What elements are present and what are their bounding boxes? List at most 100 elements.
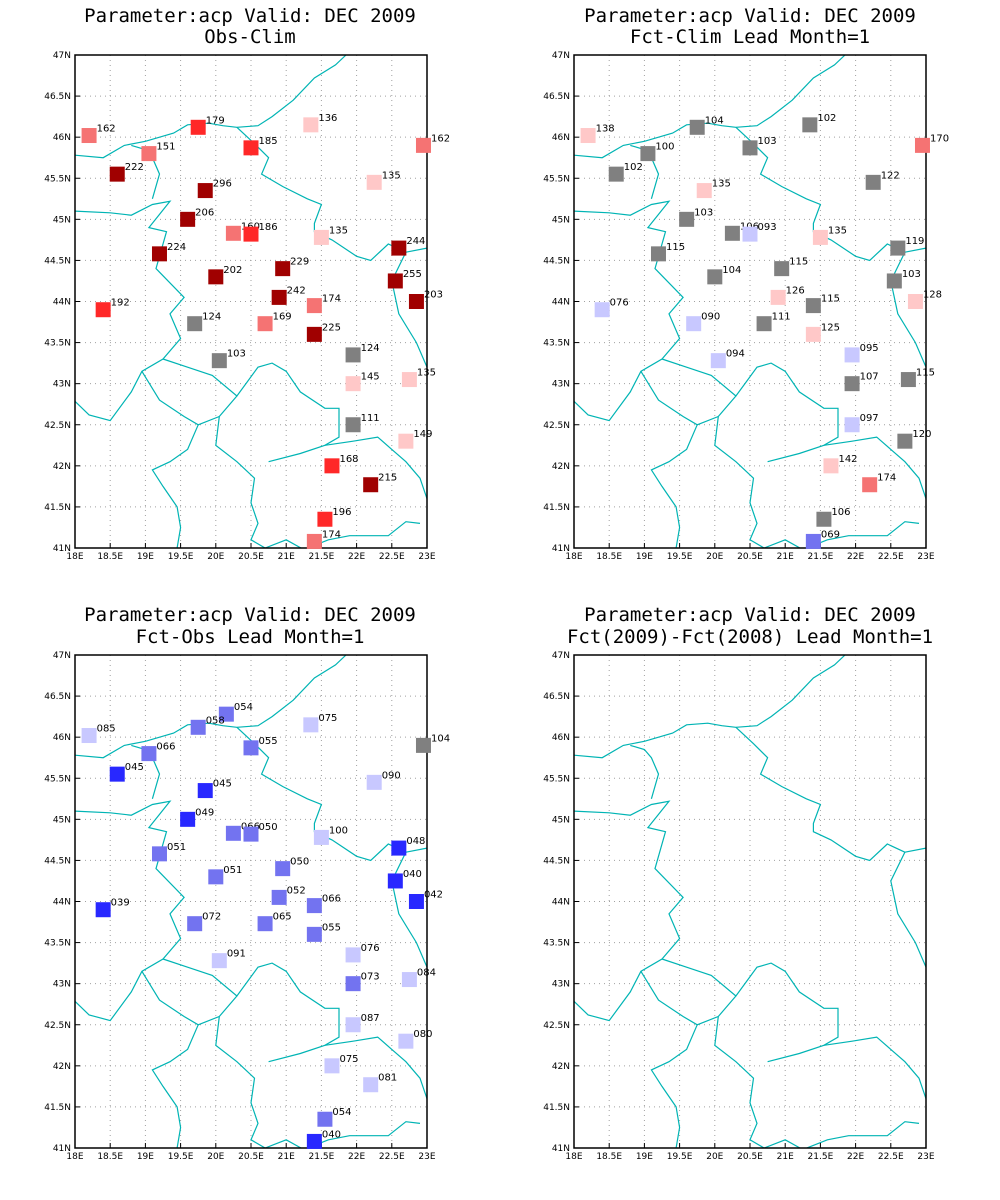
station-marker [151,246,167,262]
station-value-label: 169 [273,312,292,323]
station-marker [324,458,340,474]
panel-subtitle: Obs-Clim [204,26,296,48]
tick-label-lon: 20E [207,552,224,562]
tick-label-lon: 22.5E [379,552,405,562]
station-value-label: 084 [417,968,436,979]
boundary-line [215,995,266,1148]
tick-label-lat: 42N [53,1062,71,1072]
station-value-label: 149 [413,429,432,440]
station-value-label: 066 [322,894,341,905]
station-marker [306,1133,322,1149]
tick-label-lon: 23E [917,1152,934,1162]
station-marker [180,211,196,227]
tick-label-lon: 19.5E [168,552,194,562]
boundary-line [650,1024,698,1148]
station-value-label: 073 [361,972,380,983]
boundary-line [661,958,839,1063]
station-marker [865,174,881,190]
station-value-label: 048 [406,836,425,847]
station-value-label: 122 [881,170,900,181]
station-marker [324,1058,340,1074]
boundary-line [714,395,765,548]
tick-label-lat: 46N [53,133,71,143]
station-marker [900,372,916,388]
panel-subtitle: Fct-Clim Lead Month=1 [630,26,870,48]
tick-label-lat: 44N [552,898,570,908]
station-value-label: 076 [361,943,380,954]
tick-label-lat: 45.5N [44,174,71,184]
station-markers: 085 066 054 058 055 075 104 045 045 090 049 066 050 1… [81,702,450,1149]
tick-label-lon: 18E [565,552,582,562]
station-value-label: 045 [125,762,144,773]
tick-label-lon: 19E [636,552,653,562]
tick-label-lat: 47N [53,651,71,661]
station-marker [890,240,906,256]
tick-label-lat: 44.5N [543,856,570,866]
station-value-label: 115 [821,294,840,305]
station-marker [805,533,821,549]
tick-label-lat: 43N [552,980,570,990]
station-value-label: 104 [705,115,724,126]
station-value-label: 054 [234,702,253,713]
station-marker [345,347,361,363]
station-marker [180,811,196,827]
station-marker [640,146,656,162]
station-value-label: 135 [382,170,401,181]
station-marker [190,719,206,735]
tick-label-lon: 22E [348,1152,365,1162]
tick-label-lat: 45.5N [44,774,71,784]
boundary-line [735,726,926,968]
station-value-label: 066 [156,742,175,753]
map-panel-4: Parameter:acp Valid: DEC 2009Fct(2009)-F… [543,604,935,1162]
station-value-label: 151 [156,142,175,153]
station-value-label: 206 [195,207,214,218]
boundary-line [763,521,920,548]
grid-lines [75,655,427,1148]
tick-label-lon: 20.5E [737,1152,763,1162]
station-marker [415,137,431,153]
station-value-label: 125 [821,322,840,333]
boundary-line [640,970,719,1026]
station-value-label: 119 [905,236,924,247]
station-marker [345,1017,361,1033]
tick-label-lat: 46.5N [44,92,71,102]
tick-label-lat: 42N [552,462,570,472]
station-marker [306,298,322,314]
station-marker [218,706,234,722]
station-marker [306,898,322,914]
station-marker [109,766,125,782]
station-value-label: 039 [111,898,130,909]
station-marker [401,372,417,388]
station-value-label: 102 [817,113,836,124]
station-marker [415,737,431,753]
station-value-label: 222 [125,162,144,173]
station-marker [345,947,361,963]
station-value-label: 065 [273,912,292,923]
tick-label-lat: 46N [552,733,570,743]
tick-label-lon: 18E [66,552,83,562]
boundary-line [264,1121,421,1148]
tick-label-lat: 41.5N [44,1103,71,1113]
tick-label-lat: 43N [552,380,570,390]
tick-label-lat: 44.5N [44,256,71,266]
station-marker [243,226,259,242]
station-marker [345,417,361,433]
tick-label-lon: 18.5E [97,1152,123,1162]
station-value-label: 104 [431,733,450,744]
station-marker [707,269,723,285]
boundary-line [75,655,347,759]
tick-label-lat: 42.5N [543,1021,570,1031]
tick-label-lat: 46.5N [543,92,570,102]
station-marker [802,117,818,133]
station-value-label: 095 [860,343,879,354]
station-value-label: 135 [329,225,348,236]
station-value-label: 174 [877,473,896,484]
tick-label-lon: 20.5E [238,552,264,562]
tick-label-lon: 18.5E [596,1152,622,1162]
station-value-label: 145 [361,372,380,383]
station-marker [243,740,259,756]
tick-label-lon: 20.5E [238,1152,264,1162]
